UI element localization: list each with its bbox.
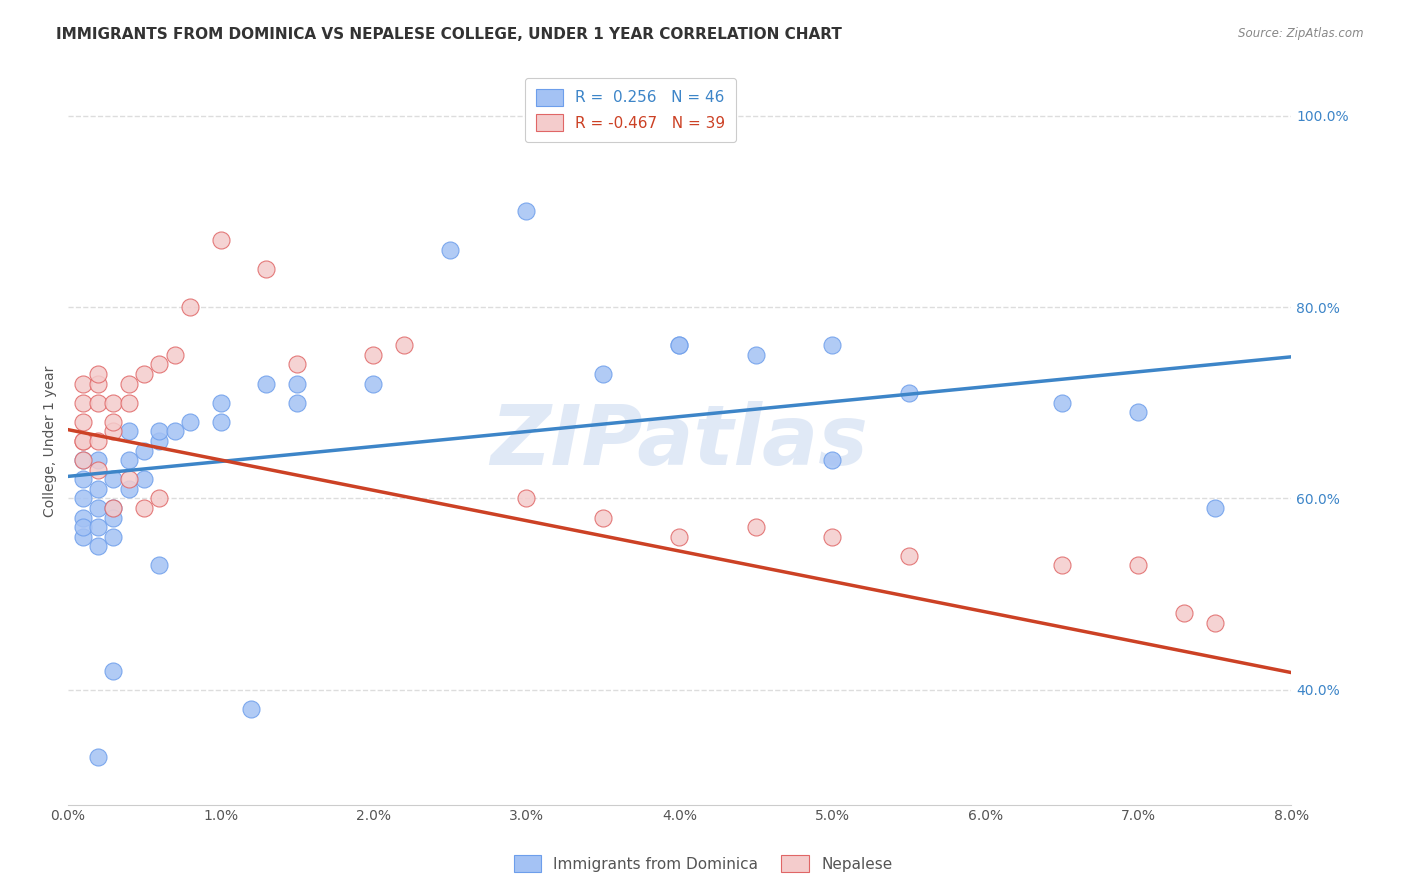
Text: ZIPatlas: ZIPatlas: [491, 401, 869, 482]
Point: [897, 386, 920, 401]
Point: [118, 453, 141, 467]
Point: [72, 530, 94, 544]
Point: [103, 664, 125, 678]
Point: [103, 472, 125, 486]
Point: [163, 348, 186, 362]
Point: [103, 530, 125, 544]
Point: [515, 491, 537, 506]
Point: [592, 510, 614, 524]
Point: [72, 491, 94, 506]
Point: [1204, 615, 1226, 630]
Legend: Immigrants from Dominica, Nepalese: Immigrants from Dominica, Nepalese: [506, 847, 900, 880]
Point: [72, 472, 94, 486]
Point: [1050, 396, 1073, 410]
Point: [132, 472, 155, 486]
Text: IMMIGRANTS FROM DOMINICA VS NEPALESE COLLEGE, UNDER 1 YEAR CORRELATION CHART: IMMIGRANTS FROM DOMINICA VS NEPALESE COL…: [56, 27, 842, 42]
Text: Source: ZipAtlas.com: Source: ZipAtlas.com: [1239, 27, 1364, 40]
Point: [821, 530, 844, 544]
Point: [1204, 501, 1226, 516]
Point: [72, 376, 94, 391]
Point: [118, 482, 141, 496]
Point: [209, 233, 232, 247]
Point: [148, 358, 170, 372]
Point: [668, 530, 690, 544]
Point: [148, 425, 170, 439]
Y-axis label: College, Under 1 year: College, Under 1 year: [44, 366, 58, 516]
Point: [103, 501, 125, 516]
Point: [821, 453, 844, 467]
Point: [668, 338, 690, 352]
Point: [240, 702, 263, 716]
Point: [72, 453, 94, 467]
Point: [87, 482, 110, 496]
Point: [118, 425, 141, 439]
Point: [103, 415, 125, 429]
Point: [1128, 558, 1150, 573]
Point: [103, 501, 125, 516]
Point: [179, 300, 201, 314]
Point: [745, 520, 768, 534]
Point: [87, 749, 110, 764]
Point: [148, 558, 170, 573]
Point: [148, 491, 170, 506]
Point: [148, 434, 170, 448]
Point: [209, 396, 232, 410]
Legend: R =  0.256   N = 46, R = -0.467   N = 39: R = 0.256 N = 46, R = -0.467 N = 39: [524, 78, 737, 142]
Point: [1173, 607, 1195, 621]
Point: [118, 396, 141, 410]
Point: [285, 358, 308, 372]
Point: [897, 549, 920, 563]
Point: [132, 443, 155, 458]
Point: [87, 434, 110, 448]
Point: [87, 520, 110, 534]
Point: [1050, 558, 1073, 573]
Point: [118, 472, 141, 486]
Point: [132, 367, 155, 381]
Point: [72, 453, 94, 467]
Point: [72, 396, 94, 410]
Point: [72, 520, 94, 534]
Point: [87, 367, 110, 381]
Point: [87, 453, 110, 467]
Point: [668, 338, 690, 352]
Point: [103, 396, 125, 410]
Point: [821, 338, 844, 352]
Point: [179, 415, 201, 429]
Point: [132, 501, 155, 516]
Point: [163, 425, 186, 439]
Point: [209, 415, 232, 429]
Point: [72, 510, 94, 524]
Point: [515, 204, 537, 219]
Point: [745, 348, 768, 362]
Point: [118, 376, 141, 391]
Point: [285, 396, 308, 410]
Point: [254, 261, 277, 276]
Point: [363, 348, 385, 362]
Point: [87, 376, 110, 391]
Point: [72, 434, 94, 448]
Point: [87, 501, 110, 516]
Point: [392, 338, 415, 352]
Point: [254, 376, 277, 391]
Point: [72, 415, 94, 429]
Point: [1128, 405, 1150, 419]
Point: [87, 463, 110, 477]
Point: [363, 376, 385, 391]
Point: [87, 539, 110, 553]
Point: [592, 367, 614, 381]
Point: [103, 510, 125, 524]
Point: [103, 425, 125, 439]
Point: [72, 434, 94, 448]
Point: [87, 396, 110, 410]
Point: [285, 376, 308, 391]
Point: [439, 243, 461, 257]
